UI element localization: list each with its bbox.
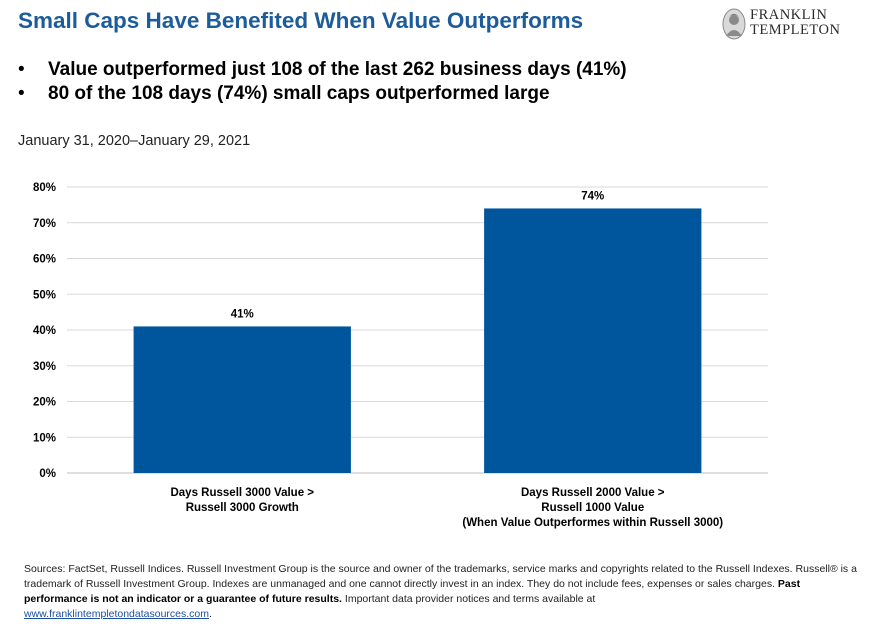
page-title: Small Caps Have Benefited When Value Out… bbox=[18, 8, 584, 33]
footnote-text: Sources: FactSet, Russell Indices. Russe… bbox=[24, 563, 857, 590]
x-category-label: (When Value Outperformes within Russell … bbox=[462, 517, 723, 529]
bar-chart: 0% 10% 20% 30% 40% 50% 60% 70% 80% 41% Days Russel… bbox=[33, 182, 768, 529]
footnote-text-2: Important data provider notices and term… bbox=[341, 593, 596, 605]
y-tick-label: 30% bbox=[33, 361, 56, 373]
franklin-portrait-icon bbox=[722, 8, 746, 40]
y-tick-label: 20% bbox=[33, 397, 56, 409]
x-category-label: Days Russell 2000 Value > bbox=[521, 487, 665, 499]
bar bbox=[133, 326, 351, 473]
bullet-list: • Value outperformed just 108 of the last… bbox=[18, 58, 627, 106]
date-range: January 31, 2020–January 29, 2021 bbox=[18, 133, 251, 149]
bullet-item: • Value outperformed just 108 of the last… bbox=[18, 58, 627, 82]
y-tick-label: 60% bbox=[33, 254, 56, 266]
data-label: 74% bbox=[581, 190, 604, 202]
bullet-dot: • bbox=[18, 83, 25, 104]
y-tick-label: 50% bbox=[33, 289, 56, 301]
x-category-label: Days Russell 3000 Value > bbox=[170, 487, 314, 499]
bullet-item: • 80 of the 108 days (74%) small caps out… bbox=[18, 82, 627, 106]
y-tick-label: 80% bbox=[33, 182, 56, 194]
data-sources-link[interactable]: www.franklintempletondatasources.com bbox=[24, 608, 210, 620]
y-tick-label: 70% bbox=[33, 218, 56, 230]
y-tick-label: 40% bbox=[33, 325, 56, 337]
bar bbox=[484, 208, 702, 473]
y-tick-label: 0% bbox=[39, 468, 56, 480]
bullet-text: Value outperformed just 108 of the last … bbox=[48, 59, 627, 80]
footnote: Sources: FactSet, Russell Indices. Russe… bbox=[24, 562, 864, 622]
x-category-label: Russell 1000 Value bbox=[541, 502, 644, 514]
y-tick-label: 10% bbox=[33, 432, 56, 444]
logo-line2: TEMPLETON bbox=[750, 22, 841, 38]
footnote-disclaimer: Past performance is not an indicator or … bbox=[24, 578, 801, 605]
footnote-end: . bbox=[209, 608, 212, 620]
x-category-label: Russell 3000 Growth bbox=[186, 502, 299, 514]
bullet-text: 80 of the 108 days (74%) small caps outp… bbox=[48, 83, 550, 104]
logo-line1: FRANKLIN bbox=[750, 7, 828, 23]
data-label: 41% bbox=[231, 308, 254, 320]
bullet-dot: • bbox=[18, 59, 25, 80]
franklin-templeton-logo: FRANKLIN TEMPLETON bbox=[722, 8, 862, 42]
